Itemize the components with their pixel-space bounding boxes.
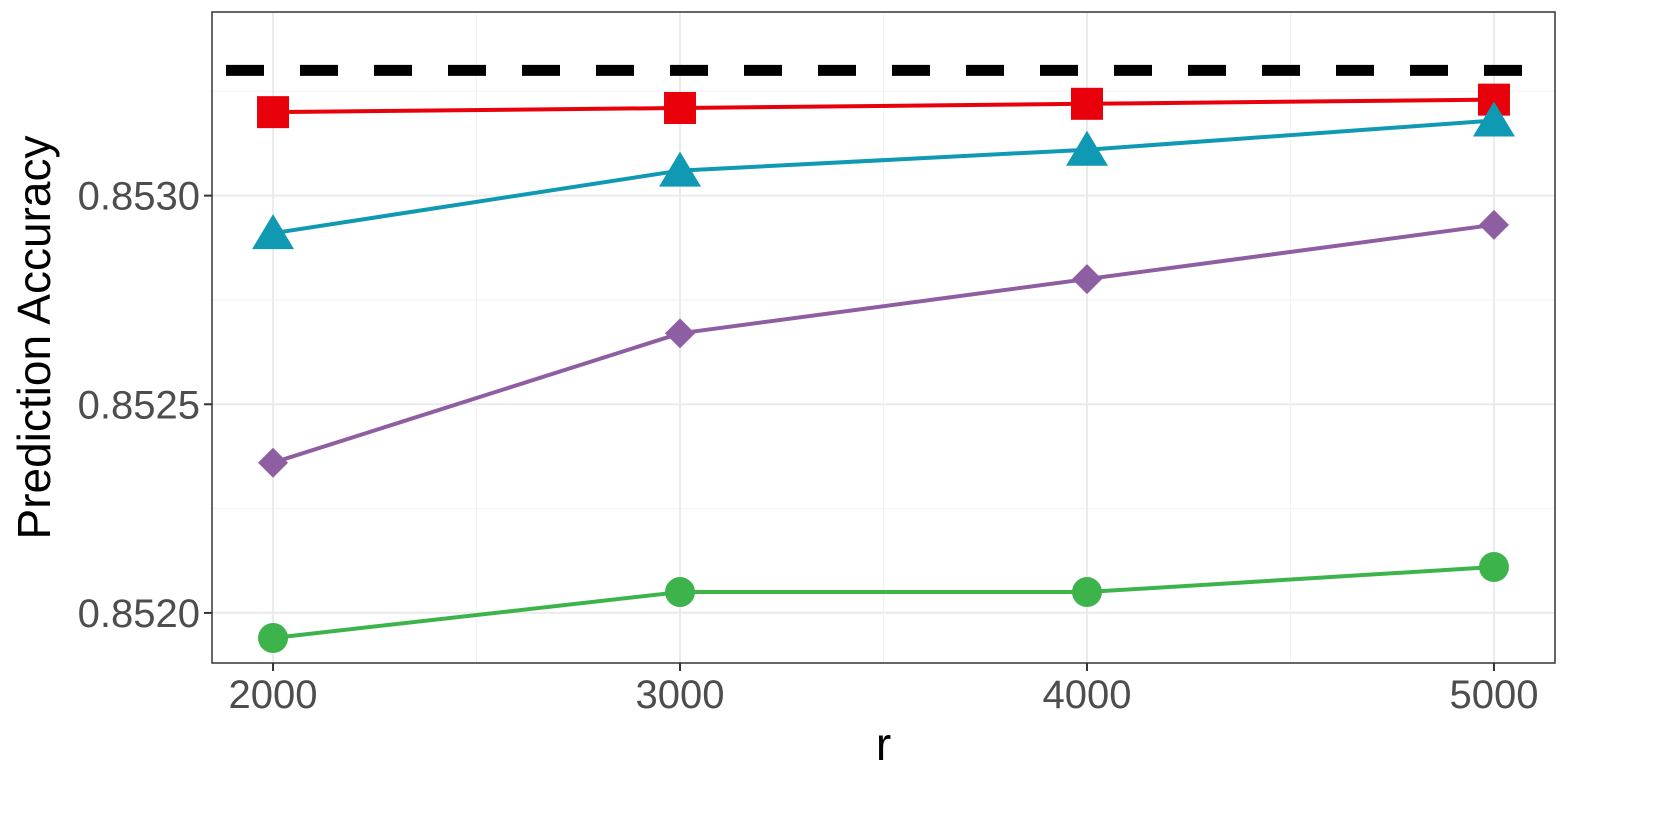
y-tick-label: 0.8530 [78, 175, 200, 219]
data-point-diamond [1478, 209, 1509, 240]
data-point-diamond [258, 447, 289, 478]
y-tick-label: 0.8525 [78, 383, 200, 427]
x-tick-label: 5000 [1449, 673, 1538, 717]
series-line-triangle [272, 118, 1495, 236]
series-line-circle [272, 565, 1495, 640]
data-point-circle [665, 577, 696, 608]
data-point-circle [258, 622, 289, 653]
y-tick-label: 0.8520 [78, 592, 200, 636]
x-tick-label: 4000 [1042, 673, 1131, 717]
data-point-triangle [252, 214, 295, 250]
x-tick-label: 2000 [229, 673, 318, 717]
series-triangle [252, 101, 1515, 250]
data-point-triangle [1472, 101, 1515, 137]
series-diamond [258, 209, 1509, 478]
series-line-square [273, 97, 1494, 115]
data-point-square [1070, 87, 1103, 120]
data-point-square [664, 91, 697, 124]
y-axis-title: Prediction Accuracy [8, 136, 60, 540]
data-point-triangle [1065, 130, 1108, 166]
data-point-circle [1071, 577, 1102, 608]
data-point-circle [1478, 552, 1509, 583]
plot-frame [211, 11, 1556, 664]
tick-layer: 0.8520 0.8525 0.8530 2000 3000 4000 5000 [78, 175, 1539, 717]
data-point-triangle [659, 151, 702, 187]
data-point-diamond [665, 318, 696, 349]
series-layer [252, 83, 1515, 653]
series-line-diamond [272, 222, 1495, 465]
data-point-square [257, 96, 290, 129]
data-point-diamond [1071, 264, 1102, 295]
x-axis-title: r [876, 718, 891, 770]
series-circle [258, 552, 1509, 653]
series-square [257, 83, 1510, 129]
x-tick-label: 3000 [636, 673, 725, 717]
